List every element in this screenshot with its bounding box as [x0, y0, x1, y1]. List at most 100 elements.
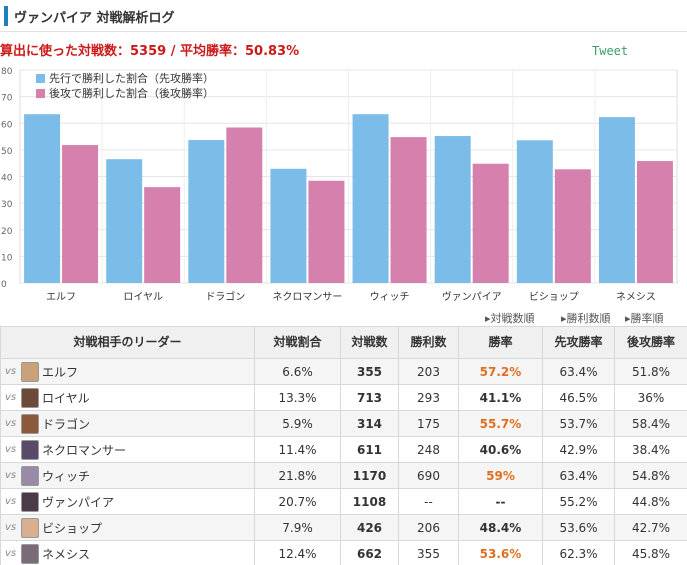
- wins-cell: 355: [398, 540, 459, 565]
- leader-cell: vs エルフ: [0, 358, 255, 385]
- col-header-winrate[interactable]: 勝率: [458, 326, 543, 359]
- col-header-games[interactable]: 対戦数: [340, 326, 399, 359]
- table-row: vs ネメシス 12.4% 662 355 53.6% 62.3% 45.8%: [0, 540, 687, 565]
- y-tick-label: 80: [1, 67, 13, 77]
- second-winrate-cell: 45.8%: [614, 540, 687, 565]
- table-row: vs エルフ 6.6% 355 203 57.2% 63.4% 51.8%: [0, 358, 687, 385]
- leader-avatar: [21, 491, 39, 512]
- col-header-first-winrate[interactable]: 先攻勝率: [542, 326, 615, 359]
- first-winrate-cell: 62.3%: [542, 540, 615, 565]
- leader-avatar: [21, 517, 39, 538]
- second-winrate-cell: 51.8%: [614, 358, 687, 385]
- leader-cell: vs ヴァンパイア: [0, 488, 255, 515]
- bar-second-winrate: [554, 169, 591, 283]
- winrate-cell: 59%: [458, 462, 543, 489]
- bar-second-winrate: [144, 187, 181, 283]
- y-tick-label: 30: [1, 200, 13, 210]
- winrate-cell: 48.4%: [458, 514, 543, 541]
- wins-cell: 293: [398, 384, 459, 411]
- bar-first-winrate: [434, 136, 471, 283]
- winrate-cell: 40.6%: [458, 436, 543, 463]
- leader-cell: vs ロイヤル: [0, 384, 255, 411]
- x-category-label: ビショップ: [529, 291, 579, 303]
- second-winrate-cell: 58.4%: [614, 410, 687, 437]
- table-row: vs ウィッチ 21.8% 1170 690 59% 63.4% 54.8%: [0, 462, 687, 489]
- first-winrate-cell: 53.6%: [542, 514, 615, 541]
- ratio-cell: 5.9%: [254, 410, 341, 437]
- header-accent-bar: [4, 6, 8, 26]
- tweet-button[interactable]: Tweet: [592, 44, 629, 58]
- games-cell: 662: [340, 540, 399, 565]
- leader-name: ヴァンパイア: [42, 495, 115, 509]
- leader-name: エルフ: [42, 365, 79, 379]
- col-header-ratio[interactable]: 対戦割合: [254, 326, 341, 359]
- first-winrate-cell: 53.7%: [542, 410, 615, 437]
- games-cell: 1170: [340, 462, 399, 489]
- y-tick-label: 40: [1, 174, 13, 184]
- wins-cell: 203: [398, 358, 459, 385]
- sort-by-games-link[interactable]: ▸対戦数順: [485, 312, 535, 325]
- games-cell: 426: [340, 514, 399, 541]
- table-row: vs ドラゴン 5.9% 314 175 55.7% 53.7% 58.4%: [0, 410, 687, 437]
- leader-cell: vs ネクロマンサー: [0, 436, 255, 463]
- ratio-cell: 11.4%: [254, 436, 341, 463]
- leader-name: ネメシス: [42, 547, 91, 561]
- first-winrate-cell: 42.9%: [542, 436, 615, 463]
- bar-second-winrate: [62, 145, 99, 283]
- ratio-cell: 20.7%: [254, 488, 341, 515]
- table-row: vs ネクロマンサー 11.4% 611 248 40.6% 42.9% 38.4%: [0, 436, 687, 463]
- leader-name: ドラゴン: [42, 417, 91, 431]
- ratio-cell: 6.6%: [254, 358, 341, 385]
- vs-label: vs: [5, 548, 17, 559]
- bar-second-winrate: [308, 180, 345, 283]
- second-winrate-cell: 38.4%: [614, 436, 687, 463]
- table-header-row: 対戦相手のリーダー 対戦割合 対戦数 勝利数 勝率 先攻勝率 後攻勝率: [0, 326, 687, 359]
- x-category-label: ヴァンパイア: [442, 290, 502, 303]
- bar-first-winrate: [270, 168, 307, 283]
- sort-by-wins-link[interactable]: ▸勝利数順: [561, 312, 611, 325]
- legend-label: 先行で勝利した割合（先攻勝率）: [49, 71, 214, 85]
- sort-by-winrate-link[interactable]: ▸勝率順: [625, 312, 664, 325]
- ratio-cell: 21.8%: [254, 462, 341, 489]
- games-cell: 1108: [340, 488, 399, 515]
- bar-first-winrate: [352, 114, 389, 283]
- y-tick-label: 50: [1, 147, 13, 157]
- leader-name: ネクロマンサー: [42, 443, 127, 457]
- bar-first-winrate: [24, 114, 61, 283]
- summary-text: 算出に使った対戦数：5359 / 平均勝率：50.83%: [0, 44, 300, 59]
- bar-first-winrate: [516, 140, 553, 283]
- vs-label: vs: [5, 496, 17, 507]
- y-tick-label: 20: [1, 227, 13, 237]
- col-header-second-winrate[interactable]: 後攻勝率: [614, 326, 687, 359]
- wins-cell: 248: [398, 436, 459, 463]
- table-row: vs ビショップ 7.9% 426 206 48.4% 53.6% 42.7%: [0, 514, 687, 541]
- y-tick-label: 60: [1, 120, 13, 130]
- second-winrate-cell: 44.8%: [614, 488, 687, 515]
- vs-label: vs: [5, 470, 17, 481]
- col-header-wins[interactable]: 勝利数: [398, 326, 459, 359]
- vs-label: vs: [5, 418, 17, 429]
- winrate-bar-chart: 0 10 20 30 40 50 60 70 80 エルフ ロイヤル ドラゴン ネクロマンサー ウィッチ ヴ…: [1, 67, 678, 303]
- second-winrate-cell: 42.7%: [614, 514, 687, 541]
- x-category-label: ウィッチ: [370, 291, 410, 303]
- col-header-leader[interactable]: 対戦相手のリーダー: [0, 326, 255, 359]
- matchup-table: 対戦相手のリーダー 対戦割合 対戦数 勝利数 勝率 先攻勝率 後攻勝率 vs エル…: [0, 326, 687, 565]
- first-winrate-cell: 46.5%: [542, 384, 615, 411]
- leader-cell: vs ドラゴン: [0, 410, 255, 437]
- legend-swatch: [36, 74, 45, 83]
- leader-avatar: [21, 465, 39, 486]
- ratio-cell: 7.9%: [254, 514, 341, 541]
- page-header: ヴァンパイア 対戦解析ログ: [0, 0, 687, 32]
- bar-first-winrate: [598, 117, 635, 283]
- legend-swatch: [36, 89, 45, 98]
- games-cell: 314: [340, 410, 399, 437]
- ratio-cell: 12.4%: [254, 540, 341, 565]
- leader-cell: vs ネメシス: [0, 540, 255, 565]
- games-cell: 611: [340, 436, 399, 463]
- sort-options: ▸対戦数順 ▸勝利数順 ▸勝率順: [0, 308, 687, 326]
- winrate-cell: 57.2%: [458, 358, 543, 385]
- leader-cell: vs ウィッチ: [0, 462, 255, 489]
- x-category-label: ネメシス: [616, 291, 656, 303]
- table-row: vs ヴァンパイア 20.7% 1108 -- -- 55.2% 44.8%: [0, 488, 687, 515]
- vs-label: vs: [5, 392, 17, 403]
